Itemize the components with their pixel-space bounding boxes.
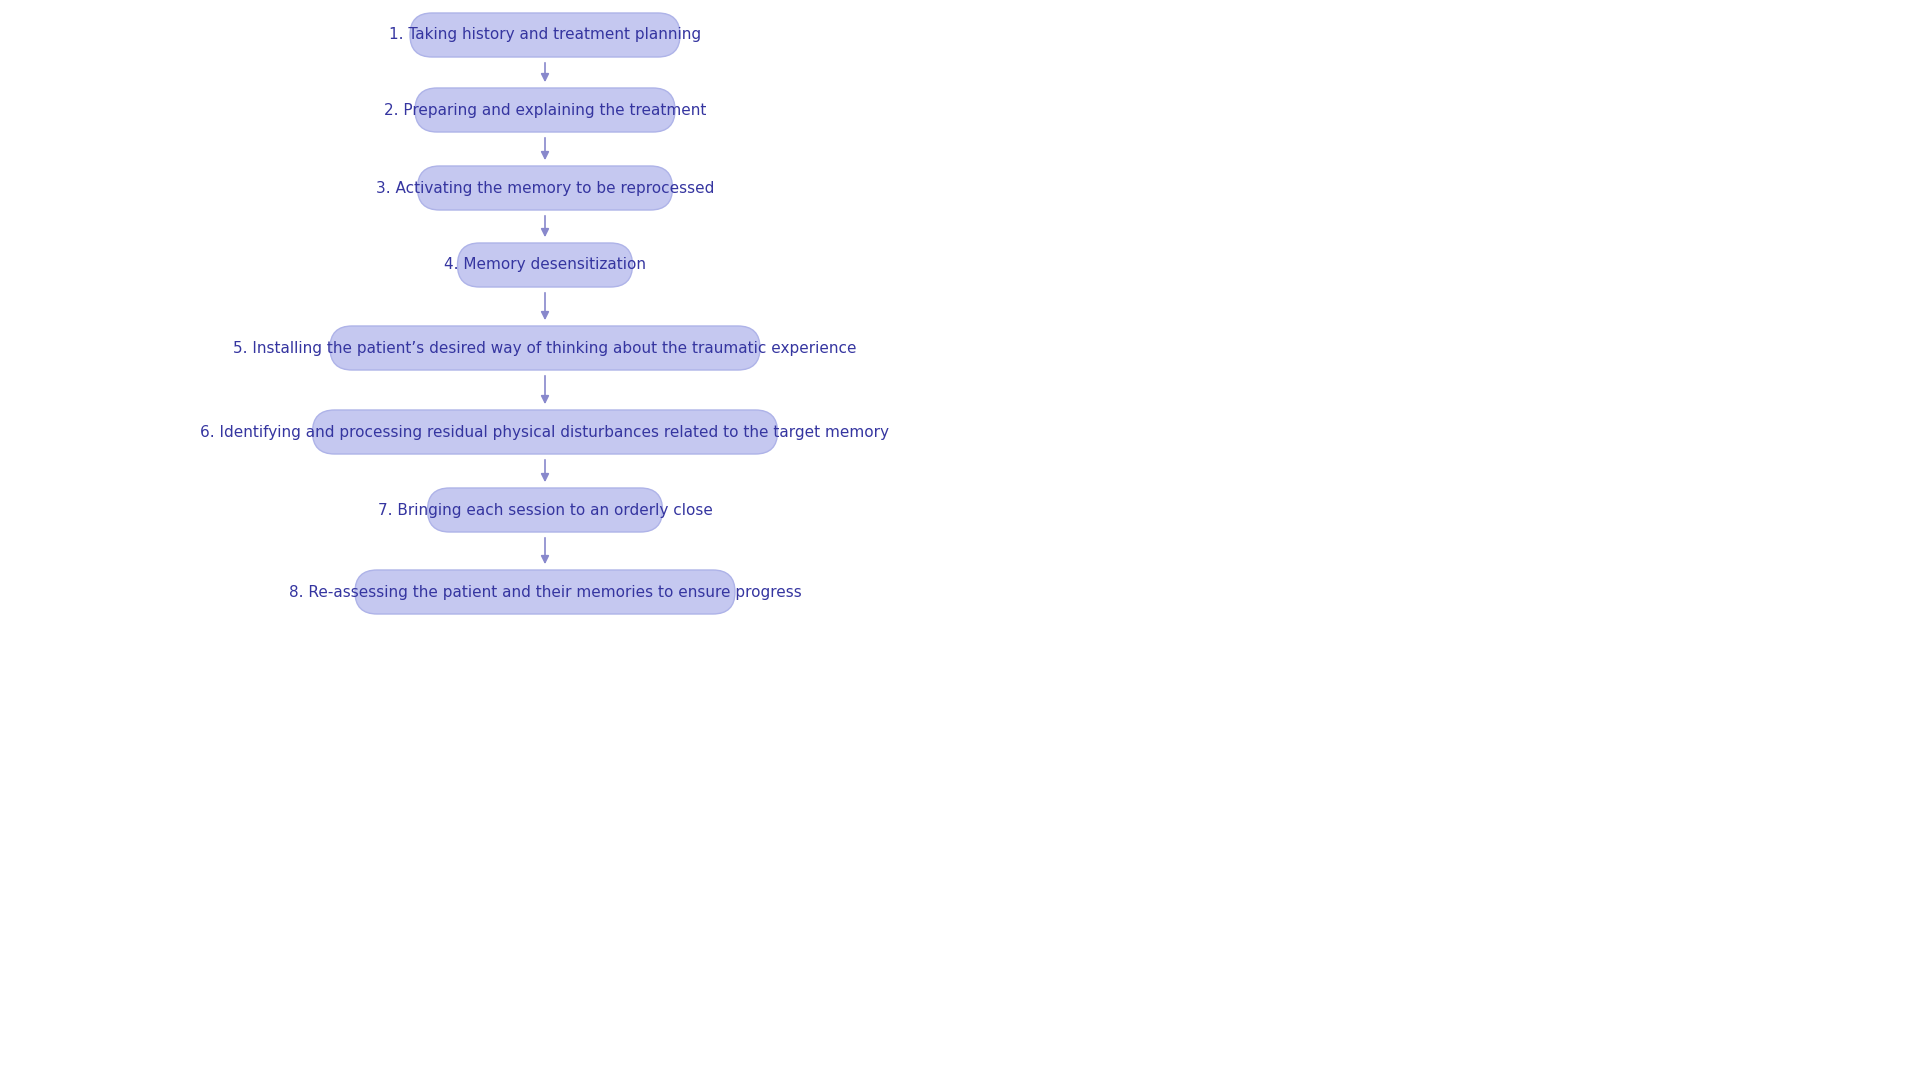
FancyBboxPatch shape [457,243,632,287]
Text: 5. Installing the patient’s desired way of thinking about the traumatic experien: 5. Installing the patient’s desired way … [232,340,856,355]
FancyBboxPatch shape [313,410,778,454]
FancyBboxPatch shape [417,166,672,210]
FancyBboxPatch shape [355,570,735,615]
FancyBboxPatch shape [411,13,680,57]
Text: 7. Bringing each session to an orderly close: 7. Bringing each session to an orderly c… [378,502,712,517]
Text: 6. Identifying and processing residual physical disturbances related to the targ: 6. Identifying and processing residual p… [200,424,889,440]
Text: 8. Re-assessing the patient and their memories to ensure progress: 8. Re-assessing the patient and their me… [288,584,801,599]
Text: 3. Activating the memory to be reprocessed: 3. Activating the memory to be reprocess… [376,180,714,195]
Text: 2. Preparing and explaining the treatment: 2. Preparing and explaining the treatmen… [384,103,707,118]
Text: 1. Taking history and treatment planning: 1. Taking history and treatment planning [390,27,701,42]
FancyBboxPatch shape [428,488,662,532]
Text: 4. Memory desensitization: 4. Memory desensitization [444,257,645,272]
FancyBboxPatch shape [330,326,760,370]
FancyBboxPatch shape [415,87,676,132]
